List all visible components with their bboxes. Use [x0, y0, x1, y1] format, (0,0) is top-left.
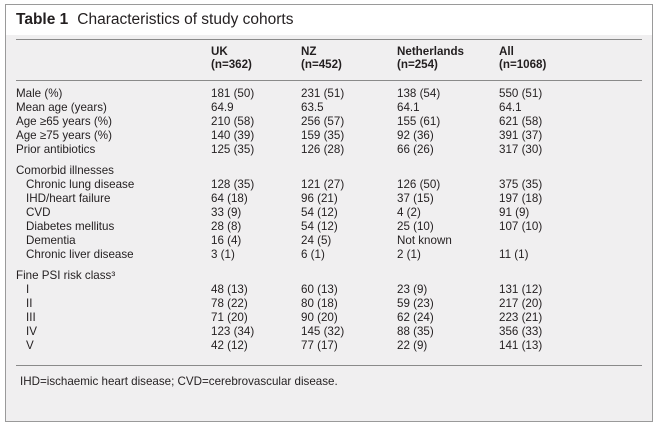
table-cell: 621 (58)	[499, 115, 543, 128]
row-label: Comorbid illnesses	[16, 164, 114, 177]
table-cell: 54 (12)	[301, 220, 338, 233]
column-header-name: Netherlands	[397, 45, 465, 58]
table-label: Table 1	[16, 11, 69, 28]
table-title-bar: Table 1 Characteristics of study cohorts	[6, 5, 652, 35]
table-cell: 62 (24)	[397, 311, 434, 324]
table-cell: 155 (61)	[397, 115, 441, 128]
table-cell: 356 (33)	[499, 325, 543, 338]
table-cell: 22 (9)	[397, 339, 428, 352]
top-rule	[16, 39, 642, 40]
row-label: Diabetes mellitus	[26, 220, 115, 233]
table-cell: 48 (13)	[211, 283, 248, 296]
table-cell: 223 (21)	[499, 311, 543, 324]
table-cell: 138 (54)	[397, 87, 441, 100]
table-cell: 131 (12)	[499, 283, 543, 296]
table-cell: 159 (35)	[301, 129, 345, 142]
table-cell: 64.9	[211, 101, 234, 114]
table-footnote: IHD=ischaemic heart disease; CVD=cerebro…	[20, 375, 338, 388]
row-label: I	[26, 283, 30, 296]
table-cell: 126 (50)	[397, 178, 441, 191]
table-cell: 59 (23)	[397, 297, 434, 310]
table-cell: 71 (20)	[211, 311, 248, 324]
table-cell: 231 (51)	[301, 87, 345, 100]
table-cell: 256 (57)	[301, 115, 345, 128]
column-header-name: UK	[211, 45, 228, 58]
row-label: Age ≥65 years (%)	[16, 115, 112, 128]
table-cell: 23 (9)	[397, 283, 428, 296]
row-label: III	[26, 311, 36, 324]
table-cell: Not known	[397, 234, 452, 247]
table-cell: 550 (51)	[499, 87, 543, 100]
table-title: Table 1 Characteristics of study cohorts	[16, 11, 294, 29]
table-cell: 140 (39)	[211, 129, 255, 142]
table-cell: 33 (9)	[211, 206, 242, 219]
table-cell: 391 (37)	[499, 129, 543, 142]
table-cell: 54 (12)	[301, 206, 338, 219]
table-cell: 121 (27)	[301, 178, 345, 191]
table-cell: 64 (18)	[211, 192, 248, 205]
table-cell: 126 (28)	[301, 143, 345, 156]
table-cell: 145 (32)	[301, 325, 345, 338]
row-label: Age ≥75 years (%)	[16, 129, 112, 142]
row-label: IHD/heart failure	[26, 192, 111, 205]
table-cell: 78 (22)	[211, 297, 248, 310]
column-header-n: (n=362)	[211, 58, 252, 71]
table-cell: 217 (20)	[499, 297, 543, 310]
row-label: Fine PSI risk class³	[16, 269, 116, 282]
table-cell: 64.1	[499, 101, 522, 114]
table-cell: 92 (36)	[397, 129, 434, 142]
table-cell: 317 (30)	[499, 143, 543, 156]
row-label: Chronic liver disease	[26, 248, 134, 261]
table-cell: 37 (15)	[397, 192, 434, 205]
table-cell: 64.1	[397, 101, 420, 114]
table-cell: 107 (10)	[499, 220, 543, 233]
table-body: IHD=ischaemic heart disease; CVD=cerebro…	[6, 35, 652, 421]
table-cell: 375 (35)	[499, 178, 543, 191]
table-cell: 24 (5)	[301, 234, 332, 247]
table-cell: 77 (17)	[301, 339, 338, 352]
table-cell: 125 (35)	[211, 143, 255, 156]
column-header-n: (n=1068)	[499, 58, 547, 71]
row-label: V	[26, 339, 34, 352]
table-cell: 4 (2)	[397, 206, 421, 219]
table-cell: 3 (1)	[211, 248, 235, 261]
table-cell: 2 (1)	[397, 248, 421, 261]
row-label: Dementia	[26, 234, 76, 247]
table-cell: 90 (20)	[301, 311, 338, 324]
table-cell: 181 (50)	[211, 87, 255, 100]
column-header-name: All	[499, 45, 514, 58]
table-cell: 6 (1)	[301, 248, 325, 261]
header-rule	[16, 80, 642, 81]
row-label: IV	[26, 325, 37, 338]
table-cell: 128 (35)	[211, 178, 255, 191]
table-cell: 11 (1)	[499, 248, 529, 261]
table-cell: 28 (8)	[211, 220, 242, 233]
column-header-name: NZ	[301, 45, 317, 58]
column-header-n: (n=452)	[301, 58, 342, 71]
table-cell: 88 (35)	[397, 325, 434, 338]
column-header-n: (n=254)	[397, 58, 438, 71]
table-cell: 123 (34)	[211, 325, 255, 338]
table-frame: Table 1 Characteristics of study cohorts …	[5, 4, 653, 422]
table-caption: Characteristics of study cohorts	[77, 11, 294, 28]
row-label: Male (%)	[16, 87, 63, 100]
table-cell: 96 (21)	[301, 192, 338, 205]
table-cell: 16 (4)	[211, 234, 242, 247]
table-cell: 66 (26)	[397, 143, 434, 156]
row-label: CVD	[26, 206, 51, 219]
table-cell: 91 (9)	[499, 206, 530, 219]
table-cell: 197 (18)	[499, 192, 543, 205]
table-cell: 80 (18)	[301, 297, 338, 310]
table-cell: 25 (10)	[397, 220, 434, 233]
table-cell: 42 (12)	[211, 339, 248, 352]
row-label: Mean age (years)	[16, 101, 107, 114]
table-cell: 60 (13)	[301, 283, 338, 296]
table-cell: 210 (58)	[211, 115, 255, 128]
row-label: Prior antibiotics	[16, 143, 96, 156]
table-cell: 141 (13)	[499, 339, 543, 352]
row-label: Chronic lung disease	[26, 178, 135, 191]
bottom-rule	[16, 365, 642, 366]
table-cell: 63.5	[301, 101, 324, 114]
row-label: II	[26, 297, 33, 310]
